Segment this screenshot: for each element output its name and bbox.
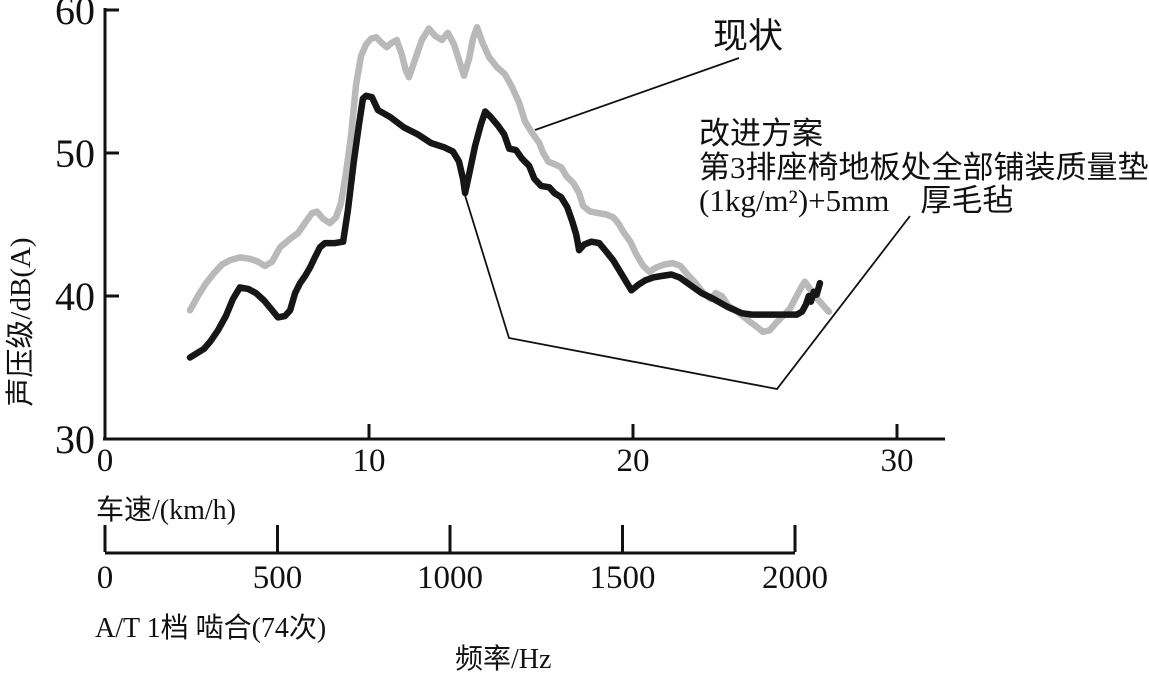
y-tick-label: 50 bbox=[55, 131, 95, 176]
y-tick-label: 60 bbox=[55, 0, 95, 33]
speed-axis-ticks: 0 10 20 30 bbox=[97, 424, 914, 479]
gear-mesh-footnote: A/T 1档 啮合(74次) bbox=[95, 612, 326, 644]
series-line-1 bbox=[186, 92, 824, 361]
frequency-axis-ticks: 0 500 1000 1500 2000 bbox=[97, 525, 828, 596]
current-state-label: 现状 bbox=[713, 17, 783, 56]
frequency-axis: 0 500 1000 1500 2000 频率/Hz bbox=[97, 525, 828, 674]
y-tick-label: 40 bbox=[55, 274, 95, 319]
speed-axis-title: 车速/(km/h) bbox=[96, 494, 236, 526]
frequency-axis-title: 频率/Hz bbox=[455, 643, 551, 674]
improvement-plan-line-1: 改进方案 bbox=[699, 116, 823, 151]
y-axis-title: 声压级/dB(A) bbox=[4, 237, 37, 406]
frequency-tick-label: 2000 bbox=[762, 560, 828, 596]
improvement-plan-line-2: 第3排座椅地板处全部铺装质量垫 bbox=[699, 150, 1149, 185]
leader-line-0 bbox=[534, 57, 740, 131]
speed-tick-label: 20 bbox=[617, 443, 650, 479]
y-axis-ticks: 30 40 50 60 bbox=[55, 0, 119, 462]
plot-area bbox=[186, 23, 833, 361]
speed-tick-label: 30 bbox=[881, 443, 914, 479]
frequency-tick-label: 1000 bbox=[417, 560, 483, 596]
speed-axis: 0 10 20 30 车速/(km/h) bbox=[96, 424, 945, 526]
frequency-tick-label: 1500 bbox=[590, 560, 656, 596]
y-axis: 30 40 50 60 声压级/dB(A) bbox=[4, 0, 119, 462]
improvement-plan-line-3: (1kg/m²)+5mm 厚毛毡 bbox=[699, 183, 1013, 218]
speed-tick-label: 10 bbox=[353, 443, 386, 479]
leader-line-1 bbox=[463, 191, 911, 390]
y-tick-label: 30 bbox=[55, 417, 95, 462]
frequency-tick-label: 0 bbox=[97, 560, 114, 596]
frequency-tick-label: 500 bbox=[253, 560, 303, 596]
improvement-plan-label: 改进方案 第3排座椅地板处全部铺装质量垫 (1kg/m²)+5mm 厚毛毡 bbox=[699, 116, 1149, 218]
speed-tick-label: 0 bbox=[97, 443, 114, 479]
